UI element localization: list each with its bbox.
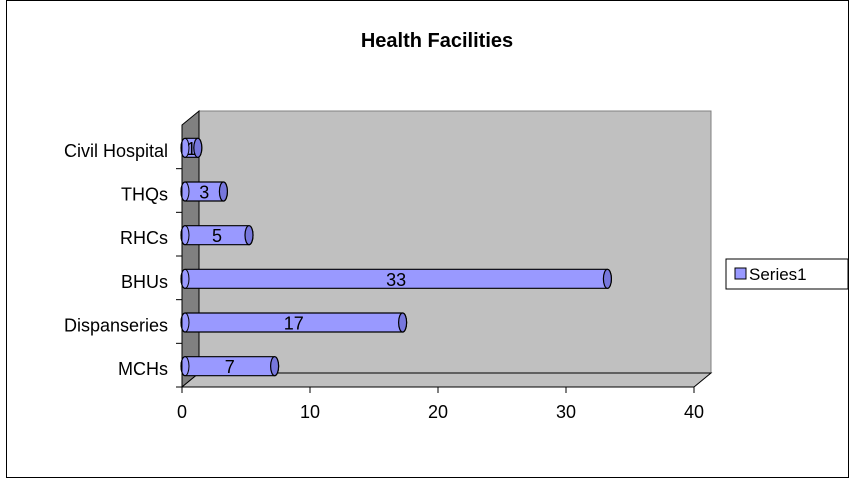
legend-label: Series1 [749,265,807,284]
back-wall [198,110,712,374]
bar-base [180,225,190,246]
category-label: RHCs [120,228,168,248]
category-label: MCHs [118,359,168,379]
bar-cap [602,268,613,289]
category-label: Civil Hospital [64,141,168,161]
bar-cap [218,181,228,202]
data-label: 3 [199,183,209,203]
chart-frame: Health Facilities 0 10 20 30 40 7 17 33 5 3 1 MCH… [6,0,849,478]
category-label: BHUs [121,272,168,292]
category-axis: MCHs Dispanseries BHUs RHCs THQs Civil Hospit… [64,125,183,388]
bar-cap [193,137,203,158]
bar-base [180,268,190,289]
bars: 7 17 33 5 3 1 [180,137,613,377]
data-label: 17 [284,314,304,334]
category-label: Dispanseries [64,316,168,336]
bar-base [180,137,190,158]
chart-svg: Health Facilities 0 10 20 30 40 7 17 33 5 3 1 MCH… [64,30,849,422]
data-label: 5 [212,226,222,246]
x-tick-label: 0 [177,402,187,422]
bar-cap [270,356,280,377]
bar-cap [244,225,254,246]
x-tick-label: 20 [428,402,448,422]
data-label: 33 [386,270,406,290]
bar-cap [398,312,408,333]
x-tick-label: 40 [684,402,704,422]
x-tick-label: 10 [300,402,320,422]
legend-swatch [734,267,747,280]
bar [180,137,203,158]
bar [180,225,254,246]
category-label: THQs [121,185,168,205]
x-tick-label: 30 [556,402,576,422]
bar-base [180,181,190,202]
plot-area [180,109,713,389]
data-label: 7 [225,357,235,377]
bar [180,268,613,289]
legend: Series1 [725,258,849,290]
x-axis: 0 10 20 30 40 [177,386,704,422]
data-label: 1 [186,139,196,159]
bar-base [180,312,190,333]
bar-base [180,356,190,377]
chart-title: Health Facilities [361,30,513,52]
